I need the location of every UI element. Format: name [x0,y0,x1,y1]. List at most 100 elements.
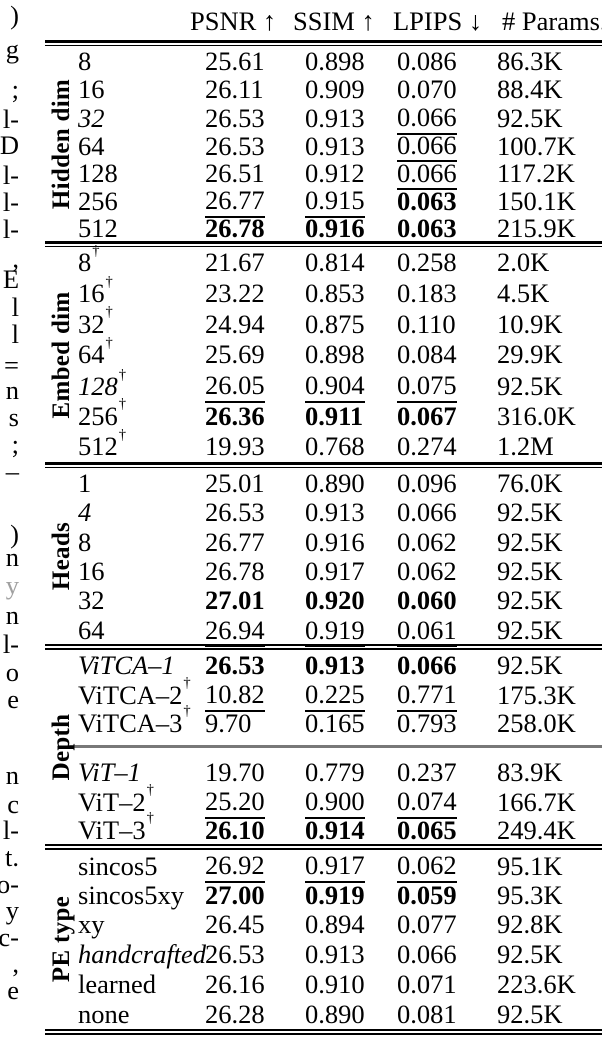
metric-cell: 0.793 [397,708,497,739]
metric-value: 0.066 [397,103,457,135]
table-row: 256 26.77 0.915 0.063 150.1K [78,185,602,219]
metric-cell: 21.67 [205,247,305,278]
group-label-column: Embed dim [45,247,78,462]
metric-value: 0.898 [305,46,365,76]
ablation-results-table: PSNR ↑ SSIM ↑ LPIPS ↓ # Params. Hidden dim 8 2… [45,0,602,1035]
metric-cell: 0.077 [397,909,497,940]
row-label-text: 32 [78,102,105,133]
metric-cell: 0.913 [305,103,397,134]
metric-cell: 26.53 [205,650,305,681]
row-label: sincos5 [78,851,205,882]
metric-cell: 0.059 [397,880,497,911]
metric-cell: 0.062 [397,556,497,587]
row-label: 16 [78,556,205,587]
metric-cell: 29.9K [497,339,602,370]
row-label: ViT–1 [78,757,205,788]
metric-cell: 0.920 [305,585,397,616]
metric-cell: 0.067 [397,401,497,432]
dagger-marker: † [146,782,154,799]
metric-cell: 1.2M [497,431,602,462]
table-row: 32 26.53 0.913 0.066 92.5K [78,102,602,135]
metric-cell: 26.10 [205,815,305,846]
dagger-marker: † [118,396,127,413]
row-label-text: 32 [78,308,105,339]
row-label-text: none [78,998,130,1029]
page-text-fragment: o- [0,869,19,899]
page-text-fragment: t. [5,842,19,872]
page-text-fragment: , [12,243,19,273]
dagger-marker: † [105,334,113,351]
metric-value: 0.084 [397,339,457,370]
metric-value: 0.110 [397,308,456,339]
dagger-marker: † [105,273,113,290]
metric-value: 92.5K [497,615,563,646]
row-label: 512† [78,427,205,462]
metric-value: 4.5K [497,277,550,308]
page-text-fragment: l- [2,629,19,659]
metric-value: 0.062 [397,555,457,586]
metric-value: 26.77 [205,187,265,219]
row-label-text: 8 [78,526,92,557]
metric-value: 26.53 [205,939,265,970]
table-row: 8† 21.67 0.814 0.258 2.0K [78,243,602,278]
metric-cell: 0.875 [305,309,397,340]
metric-value: 0.917 [305,555,365,586]
page-text-fragment: l [11,292,19,322]
column-header: PSNR ↑ [190,6,277,36]
page-text-fragment: y [5,895,19,925]
metric-value: 26.78 [205,555,265,586]
row-label: 64 [78,615,205,646]
metric-cell: 95.3K [497,880,602,911]
row-label-text: ViT–1 [78,756,141,787]
metric-cell: 9.70 [205,708,305,739]
table-row: ViTCA–2† 10.82 0.225 0.771 175.3K [78,675,602,712]
metric-value: 26.94 [205,616,265,648]
metric-value: 100.7K [497,130,576,161]
table-row: 64 26.53 0.913 0.066 100.7K [78,130,602,163]
metric-value: 0.911 [305,400,364,431]
row-label: sincos5xy [78,880,205,911]
table-group-hidden-dim: Hidden dim 8 25.61 0.898 0.086 86.3K 16 26.11 0.… [45,46,602,243]
metric-value: 26.10 [205,814,265,845]
table-row: 64† 25.69 0.898 0.084 29.9K [78,335,602,370]
page-text-fragment: e [7,684,19,714]
metric-cell: 0.066 [397,650,497,681]
metric-value: 0.768 [305,431,365,462]
metric-cell: 0.768 [305,431,397,462]
metric-cell: 10.82 [205,679,305,712]
metric-cell: 26.53 [205,103,305,134]
row-label-text: 128 [78,370,118,401]
metric-cell: 0.890 [305,468,397,499]
metric-cell: 0.066 [397,130,497,163]
metric-value: 26.28 [205,998,265,1029]
group-label-column: Hidden dim [45,46,78,241]
metric-cell: 0.075 [397,370,497,403]
metric-value: 92.5K [497,939,563,970]
metric-cell: 26.53 [205,131,305,162]
metric-cell: 0.898 [305,46,397,77]
metric-value: 92.5K [497,998,563,1029]
metric-value: 0.913 [305,939,365,970]
group-label: Depth [47,713,75,781]
metric-cell: 0.081 [397,999,497,1030]
row-label: learned [78,969,205,1000]
metric-value: 76.0K [497,468,563,499]
row-label-text: 256 [78,186,118,217]
table-row: 128 26.51 0.912 0.066 117.2K [78,158,602,191]
metric-value: 0.910 [305,969,365,1000]
metric-value: 26.53 [205,649,265,680]
metric-value: 0.096 [397,468,457,499]
metric-cell: 0.237 [397,757,497,788]
table-row: 16† 23.22 0.853 0.183 4.5K [78,274,602,309]
metric-value: 0.894 [305,909,365,940]
metric-value: 10.9K [497,308,563,339]
metric-value: 26.36 [205,400,265,431]
metric-cell: 0.066 [397,939,497,970]
metric-cell: 26.05 [205,370,305,403]
metric-cell: 92.5K [497,650,602,681]
group-label: PE type [47,896,75,983]
metric-cell: 175.3K [497,680,602,711]
metric-value: 24.94 [205,308,265,339]
metric-value: 0.913 [305,497,365,528]
